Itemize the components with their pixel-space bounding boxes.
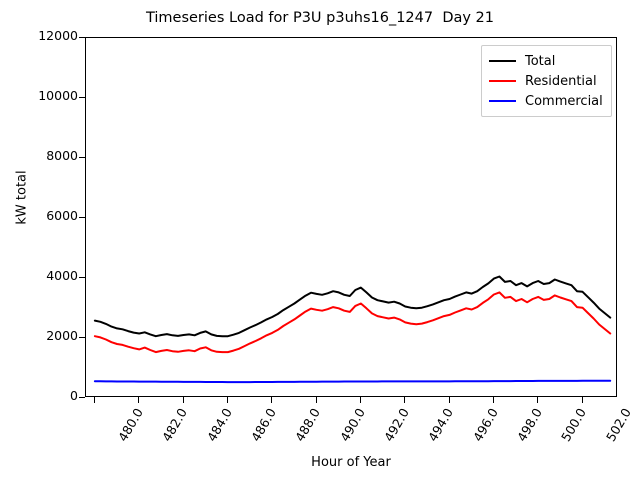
x-tick-label: 492.0 bbox=[380, 405, 412, 445]
y-tick-mark bbox=[79, 157, 85, 158]
y-axis-label: kW total bbox=[14, 170, 30, 225]
x-tick-label: 480.0 bbox=[114, 405, 146, 445]
legend-item-commercial[interactable]: Commercial bbox=[489, 91, 603, 111]
x-tick-mark bbox=[404, 397, 406, 403]
y-tick-mark bbox=[79, 337, 85, 338]
y-tick-label: 2000 bbox=[46, 328, 78, 343]
x-tick-label: 484.0 bbox=[203, 405, 235, 445]
y-tick-label: 10000 bbox=[38, 88, 78, 103]
series-line-residential bbox=[93, 291, 612, 354]
legend-swatch-residential bbox=[489, 80, 516, 82]
legend-label: Commercial bbox=[525, 93, 603, 109]
x-tick-mark bbox=[226, 397, 228, 403]
x-tick-mark bbox=[182, 397, 184, 403]
x-tick-label: 488.0 bbox=[292, 405, 324, 445]
legend-item-total[interactable]: Total bbox=[489, 51, 603, 71]
y-axis-tick-labels: 0 2000 4000 6000 8000 10000 12000 bbox=[0, 0, 78, 480]
x-tick-label: 498.0 bbox=[513, 405, 545, 445]
x-tick-label: 502.0 bbox=[602, 405, 634, 445]
y-tick-label: 6000 bbox=[46, 208, 78, 223]
y-tick-mark bbox=[79, 397, 85, 398]
x-tick-mark bbox=[271, 397, 273, 403]
x-tick-label: 496.0 bbox=[469, 405, 501, 445]
x-tick-label: 490.0 bbox=[336, 405, 368, 445]
chart-title: Timeseries Load for P3U p3uhs16_1247 Day… bbox=[145, 10, 495, 26]
series-line-total bbox=[93, 275, 612, 338]
y-tick-mark bbox=[79, 277, 85, 278]
series-canvas bbox=[93, 275, 612, 384]
x-tick-mark bbox=[315, 397, 317, 403]
x-tick-mark bbox=[581, 397, 583, 403]
y-tick-label: 4000 bbox=[46, 268, 78, 283]
y-tick-mark bbox=[79, 37, 85, 38]
x-tick-label: 482.0 bbox=[159, 405, 191, 445]
y-tick-label: 12000 bbox=[38, 28, 78, 43]
legend-swatch-commercial bbox=[489, 100, 516, 102]
y-tick-label: 0 bbox=[70, 388, 78, 403]
x-tick-mark bbox=[359, 397, 361, 403]
x-tick-mark bbox=[492, 397, 494, 403]
x-tick-mark bbox=[138, 397, 140, 403]
y-tick-mark bbox=[79, 97, 85, 98]
x-tick-label: 494.0 bbox=[425, 405, 457, 445]
legend-label: Total bbox=[525, 53, 556, 69]
x-tick-mark bbox=[537, 397, 539, 403]
y-tick-label: 8000 bbox=[46, 148, 78, 163]
series-line-commercial bbox=[93, 379, 612, 384]
y-tick-mark bbox=[79, 217, 85, 218]
x-tick-label: 500.0 bbox=[558, 405, 590, 445]
x-tick-mark bbox=[448, 397, 450, 403]
x-tick-mark bbox=[93, 397, 95, 403]
legend-swatch-total bbox=[489, 60, 516, 62]
x-tick-label: 486.0 bbox=[247, 405, 279, 445]
legend: Total Residential Commercial bbox=[481, 45, 612, 117]
x-axis-label: Hour of Year bbox=[311, 455, 391, 470]
legend-label: Residential bbox=[525, 73, 597, 89]
legend-item-residential[interactable]: Residential bbox=[489, 71, 603, 91]
